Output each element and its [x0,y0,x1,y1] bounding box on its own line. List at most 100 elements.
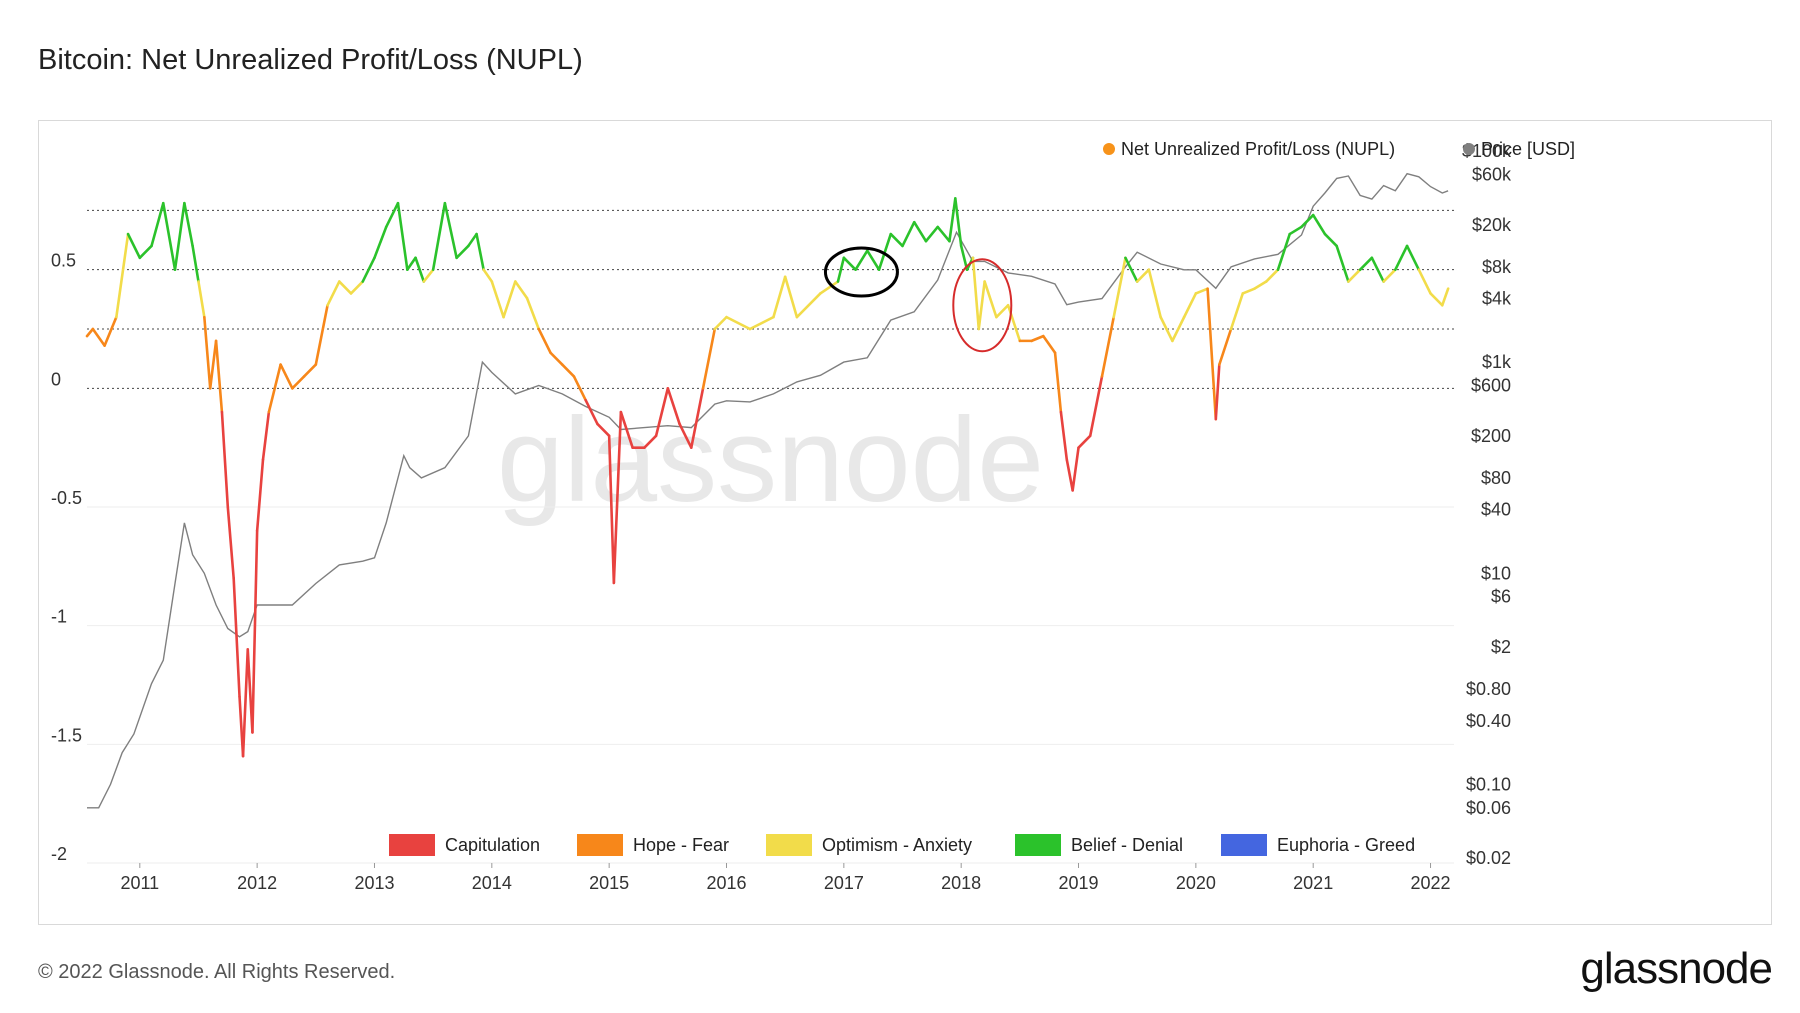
nupl-series-segment [1288,225,1303,236]
nupl-series-segment [1088,375,1104,438]
nupl-series-segment [1440,287,1450,307]
nupl-series-segment [1077,434,1092,449]
nupl-series-segment [349,280,365,295]
nupl-series-segment [1311,213,1327,236]
nupl-series-segment [1071,446,1080,492]
y-right-tick-label: $80 [1481,468,1511,488]
nupl-series-segment [1347,268,1362,283]
x-tick-label: 2014 [472,873,512,893]
nupl-series-segment [1100,315,1116,378]
nupl-series-segment [619,410,634,449]
page-title: Bitcoin: Net Unrealized Profit/Loss (NUP… [38,44,583,76]
nupl-series-segment [302,363,318,378]
nupl-series-segment [91,327,106,347]
nupl-series-segment [1264,268,1280,283]
nupl-series-segment [1112,256,1127,319]
nupl-series-segment [138,244,153,260]
zone-legend-swatch [766,834,812,856]
nupl-series-segment [1124,256,1139,283]
chart-panel: glassnode 0.5 0 -0.5 -1 -1.5 -2 $100k $60k $20k… [38,120,1772,925]
nupl-series-segment [1065,458,1074,492]
nupl-series-segment [384,201,400,229]
nupl-series-segment [161,201,177,271]
nupl-series-segment [337,280,353,295]
nupl-series-segment [948,197,957,243]
zone-legend-swatch [1015,834,1061,856]
legend-dot [1103,143,1115,155]
nupl-series-segment [1276,232,1292,271]
nupl-series-segment [232,576,241,699]
nupl-series-segment [866,249,881,271]
nupl-series-segment [1135,268,1151,283]
nupl-series-segment [854,249,869,271]
nupl-series-segment [1147,268,1162,319]
nupl-series-segment [361,256,376,283]
x-tick-label: 2019 [1058,873,1098,893]
nupl-series-segment [267,363,282,414]
nupl-series-segment [912,220,928,243]
nupl-series-segment [396,201,409,271]
nupl-series-segment [475,232,485,271]
y-left-tick-label: -1 [51,607,67,627]
nupl-series-segment [772,275,787,319]
nupl-series-segment [291,375,306,390]
nupl-series-segment [689,387,705,449]
y-left-tick-label: -1.5 [51,725,82,745]
x-tick-label: 2012 [237,873,277,893]
nupl-series-segment [607,434,616,585]
x-tick-label: 2013 [354,873,394,893]
nupl-series-segment [971,256,981,331]
zone-legend-label: Belief - Denial [1071,835,1183,855]
nupl-series-segment [1059,410,1069,461]
legend-label: Net Unrealized Profit/Loss (NUPL) [1121,139,1395,159]
nupl-series-segment [173,201,186,271]
nupl-series-segment [85,327,95,338]
nupl-series-segment [467,232,478,248]
nupl-series-segment [414,256,426,283]
x-tick-label: 2015 [589,873,629,893]
nupl-series-segment [1382,268,1397,283]
nupl-series-segment [537,327,552,355]
nupl-series-segment [612,410,623,585]
brand-logo[interactable]: glassnode [1580,944,1773,993]
y-right-tick-label: $0.80 [1466,679,1511,699]
nupl-series-segment [572,375,587,402]
nupl-series-segment [220,410,230,509]
x-tick-label: 2021 [1293,873,1333,893]
y-right-tick-label: $0.40 [1466,711,1511,731]
nupl-series-segment [584,398,599,426]
y-left-tick-label: -0.5 [51,488,82,508]
nupl-series-segment [1429,292,1444,307]
nupl-series-segment [241,648,250,758]
zone-legend-swatch [577,834,623,856]
nupl-series-segment [795,292,822,319]
nupl-series-segment [103,315,118,347]
nupl-series-segment [1171,315,1186,343]
nupl-series-segment [901,220,916,248]
x-tick-label: 2011 [120,873,159,893]
nupl-series-segment [678,422,693,449]
nupl-series-segment [1241,287,1256,295]
nupl-series-segment [255,458,265,533]
nupl-series-segment [203,315,212,390]
nupl-series-segment [596,422,611,438]
zone-legend-label: Optimism - Anxiety [822,835,972,855]
nupl-series-segment [877,232,893,271]
nupl-series-segment [842,256,857,271]
watermark-text: glassnode [497,393,1044,527]
zone-legend-swatch [1221,834,1267,856]
nupl-series-segment [197,280,206,319]
y-right-tick-label: $60k [1472,164,1512,184]
nupl-series-segment [1218,327,1233,366]
nupl-series-segment [525,296,541,331]
y-right-tick-label: $0.02 [1466,848,1511,868]
y-left-tick-label: -2 [51,844,67,864]
nupl-series-segment [1182,292,1198,319]
nupl-series-segment [1358,256,1374,271]
nupl-series-segment [279,363,294,390]
zone-legend-label: Capitulation [445,835,540,855]
nupl-series-segment [126,232,142,260]
y-right-tick-label: $6 [1491,587,1511,607]
y-right-tick-label: $10 [1481,563,1511,583]
nupl-series-segment [261,410,271,461]
